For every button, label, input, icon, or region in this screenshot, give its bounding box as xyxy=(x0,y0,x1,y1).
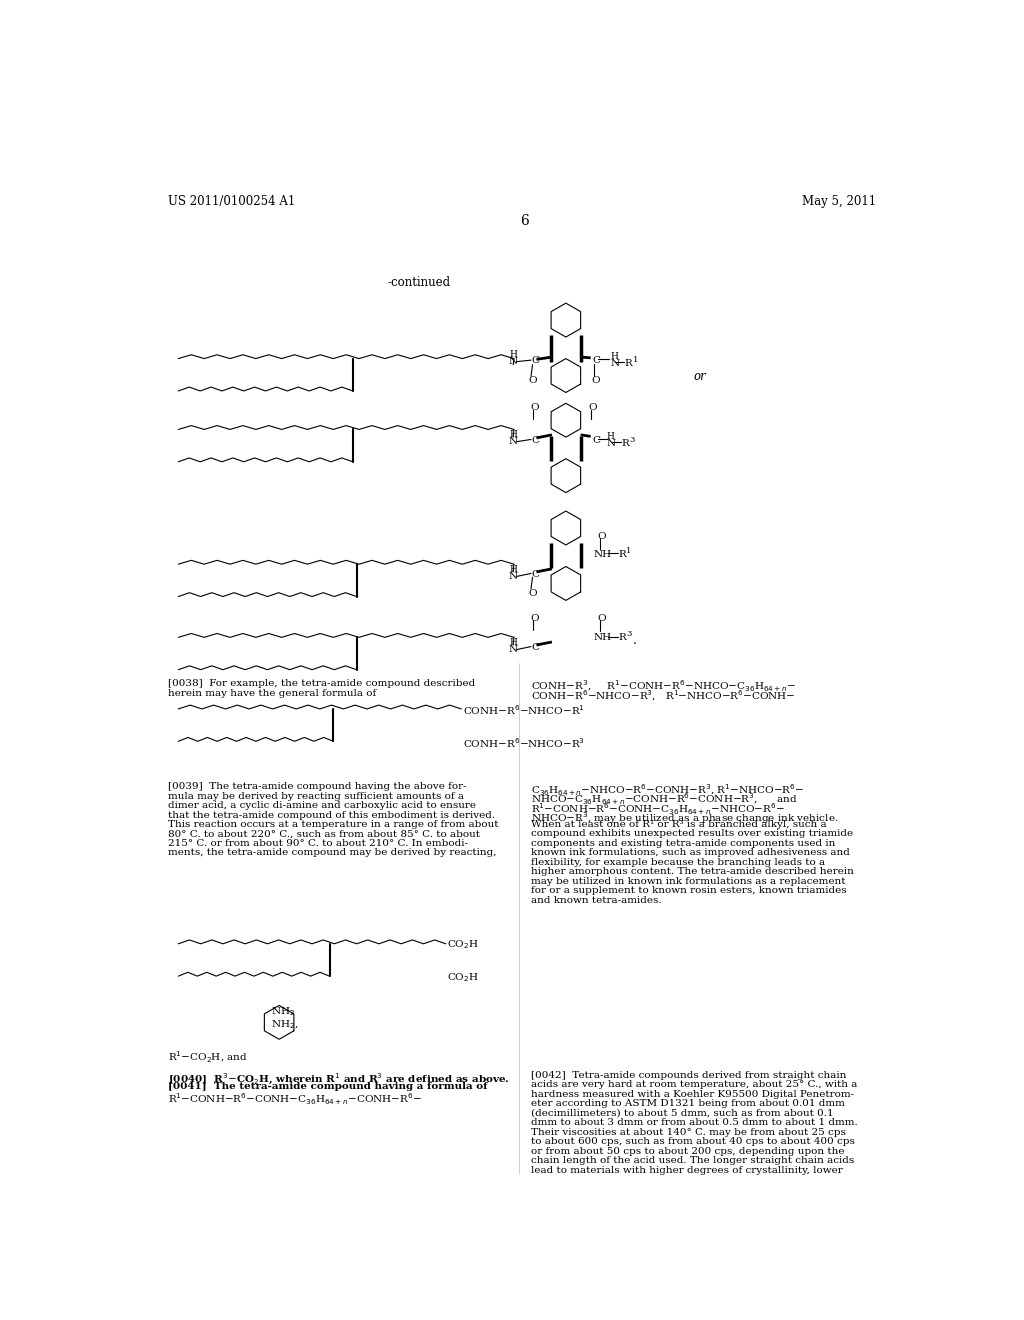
Text: NH$_2$,: NH$_2$, xyxy=(271,1019,299,1031)
Text: H: H xyxy=(509,638,517,647)
Text: or: or xyxy=(693,370,707,383)
Text: NHCO$-$C$_{36}$H$_{64+n}$$-$CONH$-$R$^6$$-$CONH$-$R$^3$,      and: NHCO$-$C$_{36}$H$_{64+n}$$-$CONH$-$R$^6$… xyxy=(531,792,798,807)
Text: C: C xyxy=(592,436,600,445)
Text: O: O xyxy=(598,532,606,541)
Text: NH: NH xyxy=(594,632,612,642)
Text: R$^1$$-$CONH$-$R$^6$$-$CONH$-$C$_{36}$H$_{64+n}$$-$CONH$-$R$^6$$-$: R$^1$$-$CONH$-$R$^6$$-$CONH$-$C$_{36}$H$… xyxy=(168,1092,422,1107)
Text: C: C xyxy=(531,643,539,652)
Text: C: C xyxy=(531,570,539,578)
Text: N: N xyxy=(509,572,518,581)
Text: [0038]  For example, the tetra-amide compound described: [0038] For example, the tetra-amide comp… xyxy=(168,678,475,688)
Text: C: C xyxy=(531,436,539,445)
Text: O: O xyxy=(592,376,600,385)
Text: CO$_2$H: CO$_2$H xyxy=(447,939,479,952)
Text: N: N xyxy=(607,438,616,447)
Text: that the tetra-amide compound of this embodiment is derived.: that the tetra-amide compound of this em… xyxy=(168,810,496,820)
Text: 1: 1 xyxy=(633,356,638,364)
Text: for or a supplement to known rosin esters, known triamides: for or a supplement to known rosin ester… xyxy=(531,886,847,895)
Text: R: R xyxy=(618,632,627,642)
Text: 215° C. or from about 90° C. to about 210° C. In embodi-: 215° C. or from about 90° C. to about 21… xyxy=(168,840,468,847)
Text: 1: 1 xyxy=(627,548,632,556)
Text: herein may have the general formula of: herein may have the general formula of xyxy=(168,689,377,698)
Text: O: O xyxy=(530,404,539,412)
Text: and known tetra-amides.: and known tetra-amides. xyxy=(531,896,662,904)
Text: R: R xyxy=(622,438,630,447)
Text: [0042]  Tetra-amide compounds derived from straight chain: [0042] Tetra-amide compounds derived fro… xyxy=(531,1071,847,1080)
Text: O: O xyxy=(589,404,597,412)
Text: NH: NH xyxy=(594,549,612,558)
Text: .: . xyxy=(633,635,636,647)
Text: 3: 3 xyxy=(630,437,635,445)
Text: CONH$-$R$^6$$-$NHCO$-$R$^3$,   R$^1$$-$NHCO$-$R$^6$$-$CONH$-$: CONH$-$R$^6$$-$NHCO$-$R$^3$, R$^1$$-$NHC… xyxy=(531,689,796,704)
Text: H: H xyxy=(610,352,617,362)
Text: [0040]  R$^3$$-$CO$_2$H, wherein R$^1$ and R$^3$ are defined as above.: [0040] R$^3$$-$CO$_2$H, wherein R$^1$ an… xyxy=(168,1071,510,1085)
Text: O: O xyxy=(528,376,538,385)
Text: chain length of the acid used. The longer straight chain acids: chain length of the acid used. The longe… xyxy=(531,1156,854,1166)
Text: ments, the tetra-amide compound may be derived by reacting,: ments, the tetra-amide compound may be d… xyxy=(168,849,497,858)
Text: mula may be derived by reacting sufficient amounts of a: mula may be derived by reacting sufficie… xyxy=(168,792,464,800)
Text: or from about 50 cps to about 200 cps, depending upon the: or from about 50 cps to about 200 cps, d… xyxy=(531,1147,845,1155)
Text: CO$_2$H: CO$_2$H xyxy=(447,970,479,983)
Text: N: N xyxy=(509,358,518,366)
Text: 3: 3 xyxy=(627,631,632,639)
Text: flexibility, for example because the branching leads to a: flexibility, for example because the bra… xyxy=(531,858,825,867)
Text: C$_{36}$H$_{64+n}$$-$NHCO$-$R$^6$$-$CONH$-$R$^3$, R$^1$$-$NHCO$-$R$^6$$-$: C$_{36}$H$_{64+n}$$-$NHCO$-$R$^6$$-$CONH… xyxy=(531,781,804,797)
Text: dimer acid, a cyclic di-amine and carboxylic acid to ensure: dimer acid, a cyclic di-amine and carbox… xyxy=(168,801,476,810)
Text: CONH$-$R$^6$$-$NHCO$-$R$^1$: CONH$-$R$^6$$-$NHCO$-$R$^1$ xyxy=(463,704,585,717)
Text: This reaction occurs at a temperature in a range of from about: This reaction occurs at a temperature in… xyxy=(168,820,499,829)
Text: NH$_2$: NH$_2$ xyxy=(271,1006,296,1018)
Text: May 5, 2011: May 5, 2011 xyxy=(802,195,877,209)
Text: components and existing tetra-amide components used in: components and existing tetra-amide comp… xyxy=(531,840,836,847)
Text: lead to materials with higher degrees of crystallinity, lower: lead to materials with higher degrees of… xyxy=(531,1166,843,1175)
Text: dmm to about 3 dmm or from about 0.5 dmm to about 1 dmm.: dmm to about 3 dmm or from about 0.5 dmm… xyxy=(531,1118,858,1127)
Text: to about 600 cps, such as from about 40 cps to about 400 cps: to about 600 cps, such as from about 40 … xyxy=(531,1137,855,1146)
Text: O: O xyxy=(598,614,606,623)
Text: higher amorphous content. The tetra-amide described herein: higher amorphous content. The tetra-amid… xyxy=(531,867,854,876)
Text: N: N xyxy=(610,359,620,368)
Text: O: O xyxy=(530,614,539,623)
Text: R$^1$$-$CO$_2$H, and: R$^1$$-$CO$_2$H, and xyxy=(168,1049,248,1065)
Text: N: N xyxy=(509,645,518,653)
Text: H: H xyxy=(509,350,517,359)
Text: compound exhibits unexpected results over existing triamide: compound exhibits unexpected results ove… xyxy=(531,829,853,838)
Text: H: H xyxy=(509,565,517,574)
Text: known ink formulations, such as improved adhesiveness and: known ink formulations, such as improved… xyxy=(531,849,850,858)
Text: [0039]  The tetra-amide compound having the above for-: [0039] The tetra-amide compound having t… xyxy=(168,781,467,791)
Text: When at least one of R¹ or R³ is a branched alkyl, such a: When at least one of R¹ or R³ is a branc… xyxy=(531,820,826,829)
Text: R: R xyxy=(618,549,627,558)
Text: may be utilized in known ink formulations as a replacement: may be utilized in known ink formulation… xyxy=(531,876,846,886)
Text: acids are very hard at room temperature, about 25° C., with a: acids are very hard at room temperature,… xyxy=(531,1080,857,1089)
Text: hardness measured with a Koehler K95500 Digital Penetrom-: hardness measured with a Koehler K95500 … xyxy=(531,1090,854,1098)
Text: -continued: -continued xyxy=(388,276,451,289)
Text: N: N xyxy=(509,437,518,446)
Text: NHCO$-$R$^3$, may be utilized as a phase change ink vehicle.: NHCO$-$R$^3$, may be utilized as a phase… xyxy=(531,810,839,826)
Text: C: C xyxy=(531,356,539,366)
Text: Their viscosities at about 140° C. may be from about 25 cps: Their viscosities at about 140° C. may b… xyxy=(531,1127,846,1137)
Text: O: O xyxy=(528,589,538,598)
Text: CONH$-$R$^6$$-$NHCO$-$R$^3$: CONH$-$R$^6$$-$NHCO$-$R$^3$ xyxy=(463,737,585,750)
Text: H: H xyxy=(607,432,614,441)
Text: C: C xyxy=(592,356,600,366)
Text: US 2011/0100254 A1: US 2011/0100254 A1 xyxy=(168,195,296,209)
Text: R$^1$$-$CONH$-$R$^6$$-$CONH$-$C$_{36}$H$_{64+n}$$-$NHCO$-$R$^6$$-$: R$^1$$-$CONH$-$R$^6$$-$CONH$-$C$_{36}$H$… xyxy=(531,801,784,817)
Text: 80° C. to about 220° C., such as from about 85° C. to about: 80° C. to about 220° C., such as from ab… xyxy=(168,829,480,838)
Text: eter according to ASTM D1321 being from about 0.01 dmm: eter according to ASTM D1321 being from … xyxy=(531,1100,845,1109)
Text: [0041]  The tetra-amide compound having a formula of: [0041] The tetra-amide compound having a… xyxy=(168,1081,487,1090)
Text: R: R xyxy=(625,359,633,367)
Text: CONH$-$R$^3$,     R$^1$$-$CONH$-$R$^6$$-$NHCO$-$C$_{36}$H$_{64+n}$$-$: CONH$-$R$^3$, R$^1$$-$CONH$-$R$^6$$-$NHC… xyxy=(531,678,796,694)
Text: H: H xyxy=(509,430,517,440)
Text: 6: 6 xyxy=(520,214,529,228)
Text: (decimillimeters) to about 5 dmm, such as from about 0.1: (decimillimeters) to about 5 dmm, such a… xyxy=(531,1109,834,1118)
